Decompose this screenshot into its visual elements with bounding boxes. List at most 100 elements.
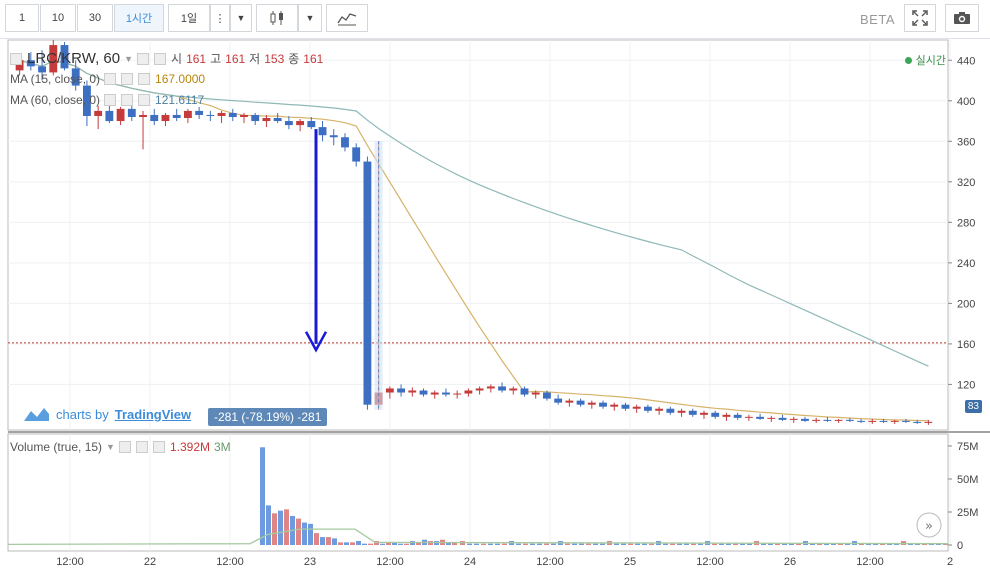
candle-body (26, 60, 35, 67)
close-value: 161 (303, 51, 324, 66)
volume-bar (663, 543, 668, 545)
volume-bar (838, 543, 843, 545)
visibility-icon[interactable] (137, 52, 150, 65)
low-value: 153 (264, 51, 285, 66)
y-tick-label: 160 (957, 339, 975, 351)
chart-area[interactable]: 12:00 22 12:00 23 12:00 24 12:00 25 12:00 26 12:00… (0, 38, 990, 579)
volume-bar (726, 543, 731, 545)
indicators-button[interactable] (326, 4, 368, 32)
price-chart[interactable]: 12:00 22 12:00 23 12:00 24 12:00 25 12:00 26 12:00… (0, 38, 990, 579)
volume-bar (824, 543, 829, 545)
snapshot-button[interactable] (945, 4, 979, 32)
candle-body (307, 121, 316, 128)
candle-body (206, 114, 215, 116)
volume-bar (670, 543, 675, 545)
x-tick-label: 2 (947, 556, 953, 568)
collapse-icon[interactable] (10, 52, 22, 65)
ma15-value: 167.0000 (155, 72, 206, 86)
chart-style-dropdown-icon[interactable]: ▼ (298, 4, 322, 32)
candle-body (801, 418, 809, 421)
candle-body (733, 414, 742, 418)
candle-body (419, 390, 428, 395)
volume-bar (416, 542, 421, 545)
candle-body (183, 110, 192, 118)
volume-bar (452, 542, 457, 545)
volume-bar (284, 509, 289, 545)
high-value: 161 (225, 51, 246, 66)
volume-bar (386, 542, 391, 545)
price-panel-border (7, 39, 949, 431)
candle-body (296, 121, 305, 126)
candle-body (83, 85, 91, 116)
candle-body (228, 112, 237, 117)
interval-dropdown-icon[interactable]: ▼ (230, 4, 252, 32)
ma60-line (19, 59, 929, 367)
x-tick-label: 12:00 (696, 556, 724, 568)
volume-value-1: 1.392M (169, 440, 210, 454)
candle-body (599, 402, 607, 407)
volume-bar (350, 542, 355, 545)
ma15-settings-icon[interactable] (121, 73, 134, 85)
settings-icon[interactable] (154, 52, 167, 65)
ma15-visibility-icon[interactable] (104, 73, 117, 85)
volume-bar (677, 543, 682, 545)
interval-30-button[interactable]: 30 (77, 4, 113, 32)
ma60-visibility-icon[interactable] (104, 94, 117, 106)
tradingview-logo-icon (24, 408, 49, 421)
fullscreen-button[interactable] (904, 4, 936, 32)
volume-bar (523, 543, 528, 545)
candle-body (587, 402, 596, 405)
candle-body (711, 412, 720, 417)
volume-bar (572, 543, 577, 545)
candle-body (71, 68, 80, 86)
volume-panel-border (7, 433, 949, 552)
ma60-remove-icon[interactable] (138, 94, 151, 106)
volume-bar (565, 543, 570, 545)
ma60-settings-icon[interactable] (121, 94, 134, 106)
candle-body (486, 386, 495, 389)
interval-1-button[interactable]: 1 (5, 4, 39, 32)
volume-bar (537, 543, 542, 545)
chart-style-button[interactable] (256, 4, 298, 32)
more-intervals-icon[interactable]: ⋮ (210, 4, 230, 32)
volume-bar (308, 523, 313, 545)
candle-body (352, 147, 361, 162)
volume-settings-icon[interactable] (135, 441, 148, 453)
candle-body (217, 112, 226, 116)
candle-body (756, 416, 765, 419)
candle-body (397, 388, 405, 393)
volume-bar (873, 543, 878, 545)
interval-1d-button[interactable]: 1일 (168, 4, 210, 32)
candle-body (789, 418, 798, 420)
volume-bar (719, 543, 724, 545)
watermark-brand[interactable]: TradingView (114, 406, 192, 422)
interval-10-button[interactable]: 10 (40, 4, 76, 32)
candle-body (127, 108, 136, 117)
interval-1h-button[interactable]: 1시간 (114, 4, 164, 32)
candle-body (902, 420, 910, 422)
candle-body (643, 406, 652, 411)
candle-body (520, 388, 529, 395)
volume-visibility-icon[interactable] (118, 441, 131, 453)
candle-body (576, 400, 585, 405)
volume-bar (362, 543, 367, 545)
volume-ma-line (7, 528, 949, 545)
candle-body (262, 118, 271, 122)
candle-body (498, 386, 506, 391)
volume-tick-label: 25M (957, 507, 978, 519)
tradingview-watermark[interactable]: charts by TradingView (22, 405, 191, 423)
volume-bar (530, 543, 535, 545)
candle-body (38, 66, 46, 73)
volume-bar (368, 543, 373, 545)
volume-tick-label: 50M (957, 474, 978, 486)
volume-bar (684, 543, 689, 545)
volume-bar (260, 447, 265, 545)
volume-bar (332, 538, 337, 545)
volume-bar (474, 543, 479, 545)
volume-bar (747, 543, 752, 545)
volume-remove-icon[interactable] (152, 441, 165, 453)
candle-body (105, 110, 114, 122)
candle-body (677, 410, 686, 413)
ma15-remove-icon[interactable] (138, 73, 151, 85)
candle-body (621, 404, 630, 409)
